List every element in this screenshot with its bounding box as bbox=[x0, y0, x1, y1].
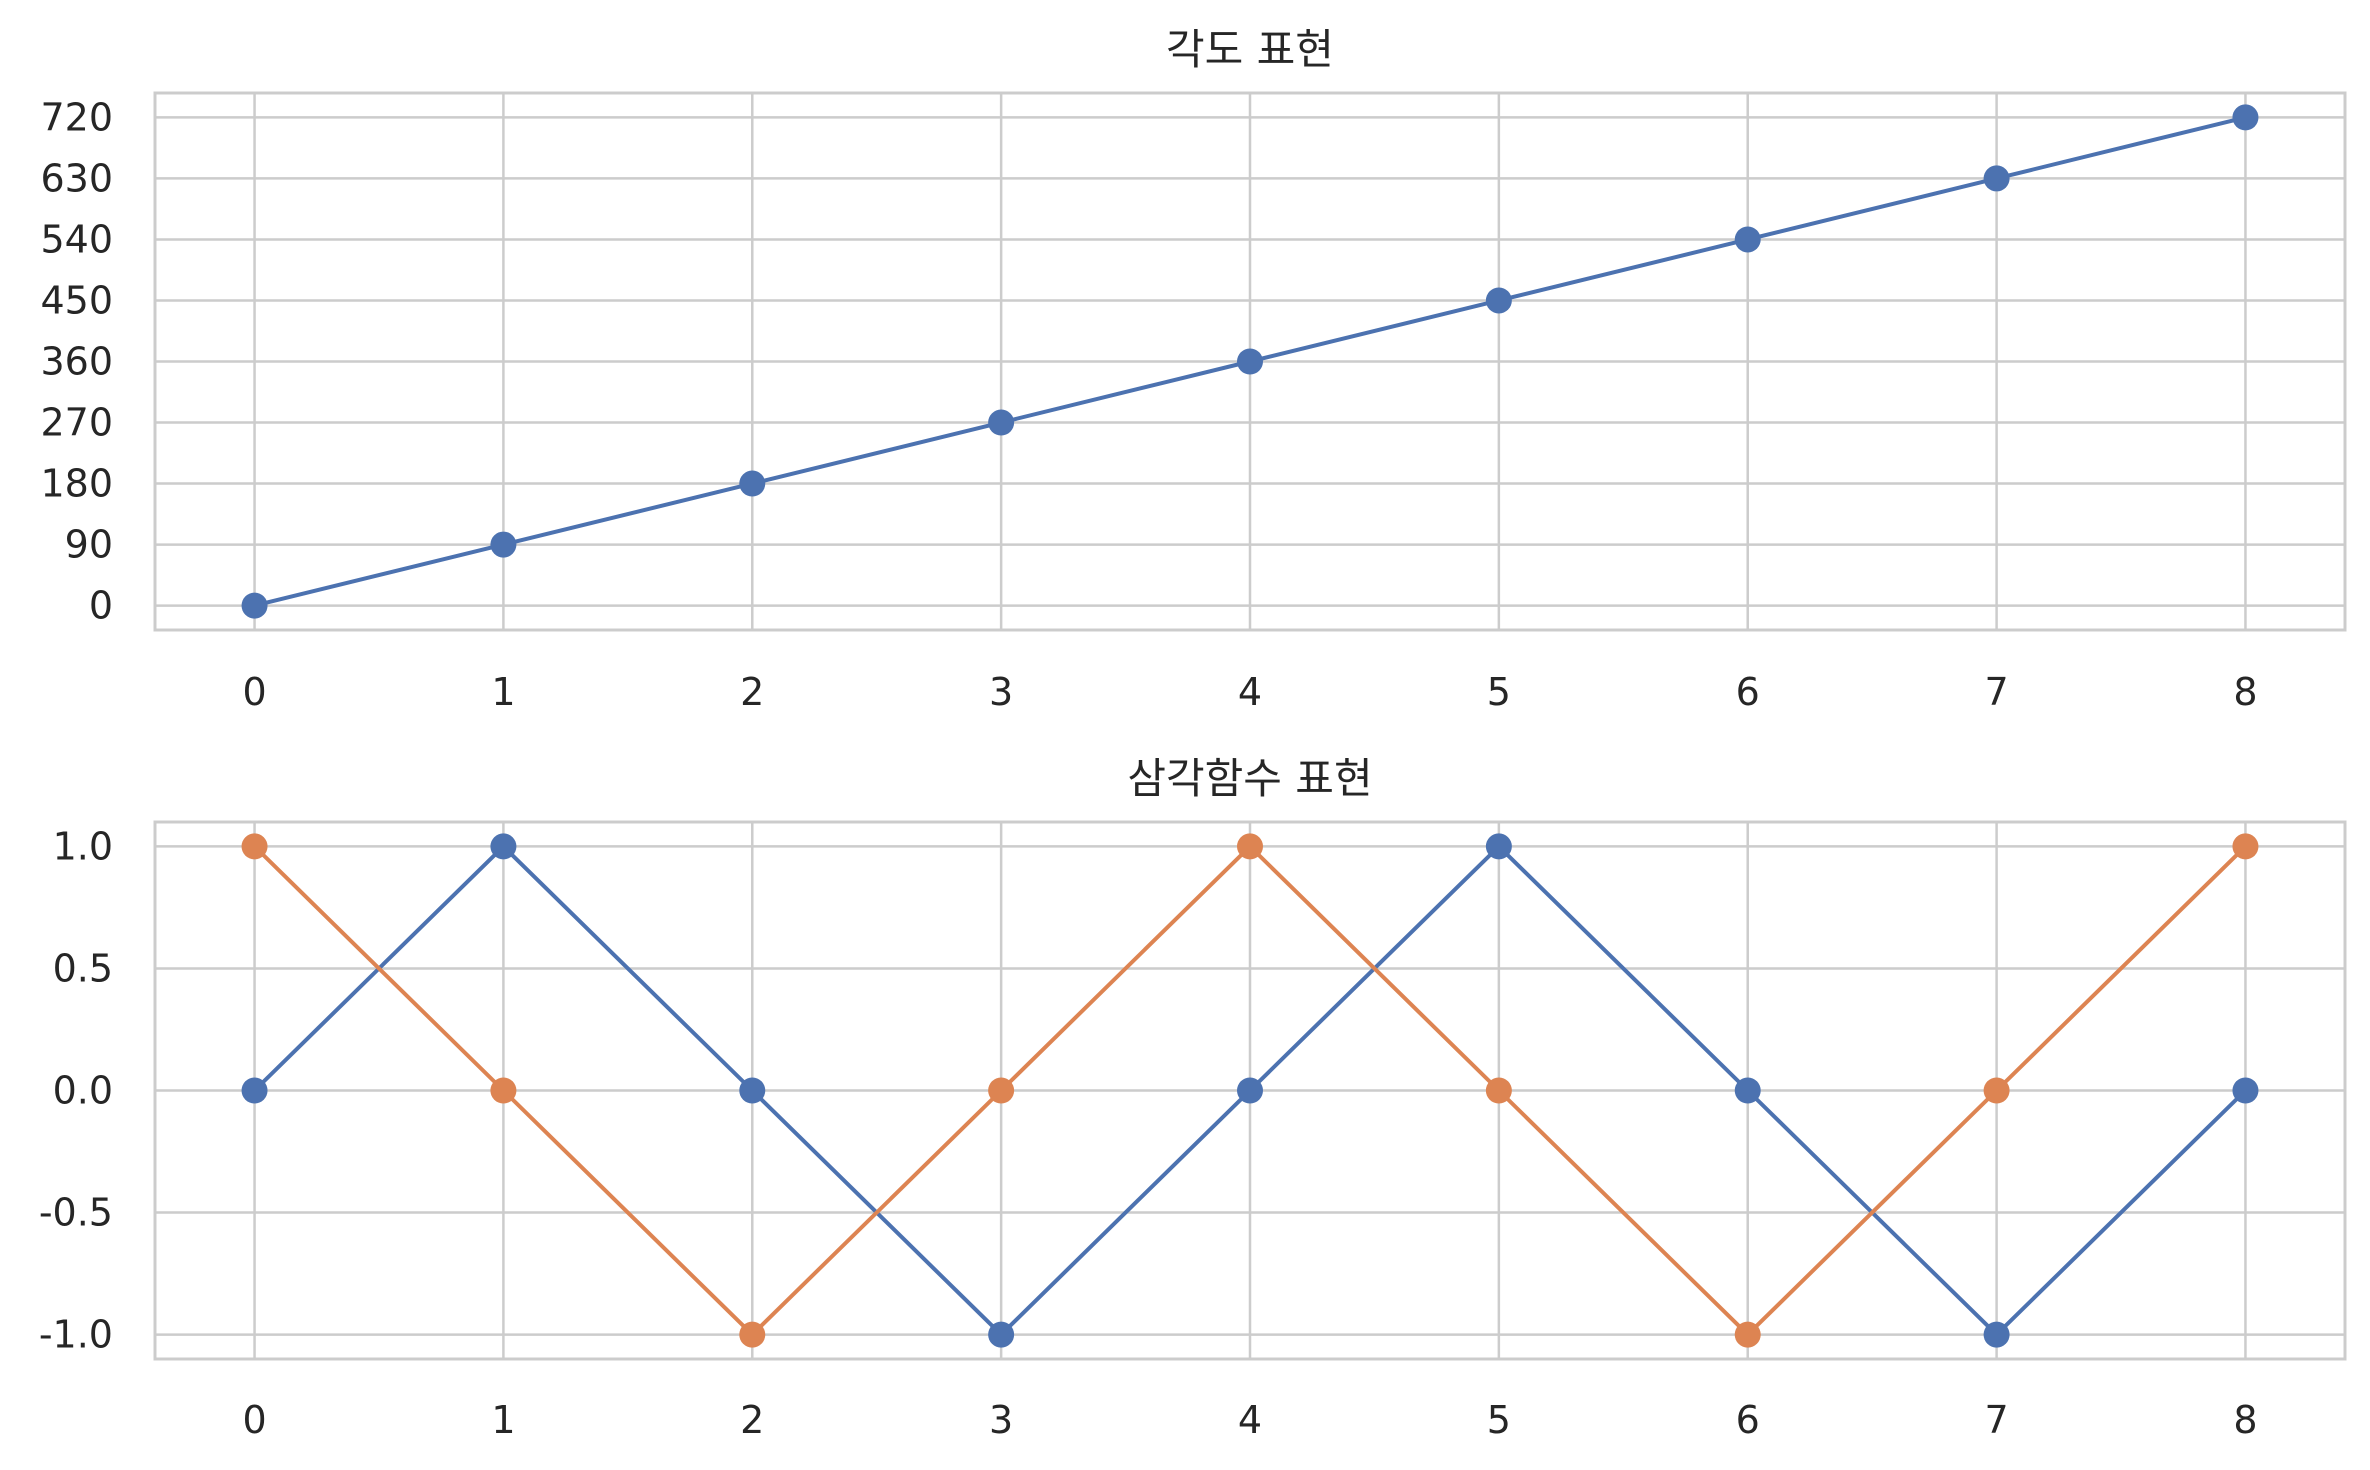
data-point-sin bbox=[739, 1077, 766, 1104]
data-point-angle bbox=[490, 531, 517, 558]
y-tick-label: 0.0 bbox=[53, 1069, 113, 1113]
data-point-sin bbox=[490, 833, 517, 860]
y-tick-label: 540 bbox=[40, 217, 113, 261]
x-tick-label: 7 bbox=[1984, 670, 2008, 714]
x-tick-label: 6 bbox=[1736, 1398, 1760, 1442]
x-tick-label: 3 bbox=[989, 670, 1013, 714]
data-point-angle bbox=[2232, 104, 2259, 131]
data-point-angle bbox=[988, 409, 1015, 436]
x-tick-label: 6 bbox=[1736, 670, 1760, 714]
plot-frame bbox=[153, 820, 2347, 1361]
data-point-sin bbox=[988, 1321, 1015, 1348]
data-point-angle bbox=[1485, 287, 1512, 314]
data-point-sin bbox=[2232, 1077, 2259, 1104]
x-tick-label: 0 bbox=[242, 1398, 266, 1442]
y-tick-label: 180 bbox=[40, 462, 113, 506]
x-tick-label: 7 bbox=[1984, 1398, 2008, 1442]
data-point-sin bbox=[1734, 1077, 1761, 1104]
chart-panel-2: 삼각함수 표현 0 1 2 3 4 5 6 7 8 -1.0 -0.5 0.0 0.5 1.0 bbox=[39, 754, 2347, 1442]
chart-panel-1: 각도 표현 0 1 2 3 4 5 6 7 8 0 90 180 270 360 450 540 630 720 bbox=[40, 25, 2347, 714]
y-tick-label: 360 bbox=[40, 340, 113, 384]
data-point-sin bbox=[1983, 1321, 2010, 1348]
x-tick-label: 2 bbox=[740, 670, 764, 714]
x-tick-label: 5 bbox=[1487, 1398, 1511, 1442]
y-tick-label: 0 bbox=[89, 584, 113, 628]
data-point-cos bbox=[739, 1321, 766, 1348]
y-tick-label: 720 bbox=[40, 95, 113, 139]
x-tick-label: 8 bbox=[2233, 1398, 2257, 1442]
data-point-sin bbox=[1485, 833, 1512, 860]
data-point-cos bbox=[490, 1077, 517, 1104]
y-tick-label: 630 bbox=[40, 156, 113, 200]
x-tick-label: 1 bbox=[491, 670, 515, 714]
data-point-angle bbox=[1983, 165, 2010, 192]
data-point-cos bbox=[1983, 1077, 2010, 1104]
x-tick-label: 0 bbox=[242, 670, 266, 714]
x-tick-label: 4 bbox=[1238, 670, 1262, 714]
x-tick-label: 5 bbox=[1487, 670, 1511, 714]
data-point-cos bbox=[241, 833, 268, 860]
data-point-cos bbox=[1734, 1321, 1761, 1348]
x-tick-label: 3 bbox=[989, 1398, 1013, 1442]
data-point-sin bbox=[241, 1077, 268, 1104]
data-point-cos bbox=[1485, 1077, 1512, 1104]
x-tick-label: 4 bbox=[1238, 1398, 1262, 1442]
data-point-sin bbox=[1237, 1077, 1263, 1104]
x-tick-label: 8 bbox=[2233, 670, 2257, 714]
y-tick-label: -1.0 bbox=[39, 1313, 113, 1357]
chart-title: 각도 표현 bbox=[1166, 25, 1334, 74]
y-tick-label: 0.5 bbox=[53, 946, 113, 990]
y-tick-label: 270 bbox=[40, 401, 113, 445]
plot-frame bbox=[153, 91, 2347, 632]
y-tick-label: 90 bbox=[65, 523, 113, 567]
data-point-angle bbox=[1237, 348, 1263, 375]
x-tick-label: 2 bbox=[740, 1398, 764, 1442]
data-point-angle bbox=[241, 592, 268, 619]
data-point-angle bbox=[1734, 226, 1761, 253]
data-point-angle bbox=[739, 470, 766, 497]
y-tick-label: 1.0 bbox=[53, 824, 113, 868]
data-point-cos bbox=[988, 1077, 1015, 1104]
y-tick-label: 450 bbox=[40, 278, 113, 322]
y-tick-label: -0.5 bbox=[39, 1191, 113, 1235]
data-point-cos bbox=[1237, 833, 1263, 860]
data-point-cos bbox=[2232, 833, 2259, 860]
chart-title: 삼각함수 표현 bbox=[1127, 754, 1372, 803]
x-tick-label: 1 bbox=[491, 1398, 515, 1442]
